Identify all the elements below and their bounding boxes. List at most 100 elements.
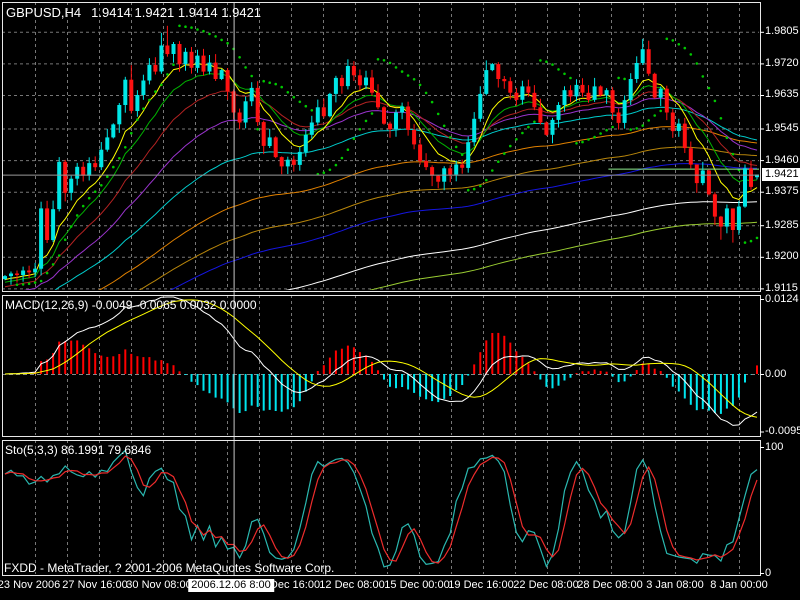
candle-down <box>694 164 699 184</box>
pane-border <box>2 295 761 437</box>
candle-up <box>755 174 759 178</box>
sar-dot <box>485 178 488 182</box>
sar-dot <box>250 74 253 78</box>
sar-dot <box>683 46 687 50</box>
candle-down <box>189 51 194 68</box>
sar-dot <box>178 24 181 28</box>
main-pane[interactable] <box>2 2 760 405</box>
sar-dot <box>430 100 434 104</box>
candle-up <box>628 79 633 101</box>
sar-dot <box>196 28 199 31</box>
price-axis-label: 1.9375 <box>765 185 799 198</box>
candle-up <box>183 51 188 65</box>
sar-dot <box>166 73 169 76</box>
stochastic-indicator-label: Sto(5,3,3) 86.1991 79.6846 <box>5 443 152 457</box>
candle-up <box>333 77 338 94</box>
x-axis-label: 22 Dec 08:00 <box>513 579 579 591</box>
candle-up <box>466 142 471 168</box>
candle-down <box>153 64 158 72</box>
sar-dot <box>202 29 205 33</box>
candle-down <box>424 160 429 168</box>
sar-dot <box>713 99 717 103</box>
candle-up <box>574 84 579 97</box>
candle-down <box>646 49 651 74</box>
sar-dot <box>641 124 644 127</box>
sar-dot <box>611 125 614 129</box>
price-axis-label: 1.9115 <box>765 281 798 294</box>
candle-down <box>418 144 423 161</box>
sar-dot <box>33 281 37 284</box>
moving-average-13 <box>4 73 758 283</box>
price-axis-label: 1.9285 <box>765 218 799 231</box>
candle-down <box>177 44 182 65</box>
candle-down <box>682 123 687 149</box>
sar-dot <box>647 119 650 122</box>
sar-dot <box>527 125 530 129</box>
sar-dot <box>569 76 572 80</box>
macd-pane[interactable] <box>2 295 760 436</box>
sar-dot <box>551 63 554 66</box>
candle-up <box>267 137 272 146</box>
candle-down <box>376 92 380 108</box>
candle-up <box>622 100 627 123</box>
candle-down <box>580 84 585 93</box>
sar-dot <box>370 112 374 115</box>
candle-down <box>225 70 230 92</box>
candle-up <box>159 45 164 72</box>
x-axis-label: Dec 16:00 <box>269 579 321 591</box>
candle-up <box>105 137 110 150</box>
candle-up <box>303 134 308 152</box>
sar-dot <box>695 62 699 65</box>
price-axis-label: 1.9200 <box>765 250 799 263</box>
sar-dot <box>190 26 193 29</box>
candle-down <box>598 86 603 96</box>
crosshair-date-label: 2006.12.06 8:00 <box>188 579 274 592</box>
candle-up <box>171 44 176 54</box>
sar-dot <box>93 190 97 193</box>
candle-down <box>351 66 356 76</box>
candle-up <box>676 123 681 131</box>
moving-average-144 <box>170 163 758 290</box>
candle-down <box>568 90 573 97</box>
candle-down <box>406 106 411 130</box>
sto-pane[interactable] <box>4 440 758 575</box>
sar-dot <box>749 239 753 243</box>
candle-up <box>75 166 80 179</box>
sar-dot <box>412 78 416 81</box>
sar-dot <box>521 131 524 135</box>
candle-up <box>111 124 116 138</box>
price-axis-label: 1.9720 <box>765 56 799 69</box>
x-axis-label: 3 Jan 08:00 <box>646 579 704 591</box>
candle-down <box>129 79 134 111</box>
sar-dot <box>707 86 711 90</box>
x-axis-label: 27 Nov 16:00 <box>62 579 128 591</box>
sar-dot <box>557 68 560 71</box>
candle-down <box>255 87 260 123</box>
candle-down <box>321 107 326 117</box>
candle-up <box>472 118 477 143</box>
candle-down <box>712 194 717 217</box>
candle-up <box>478 93 483 119</box>
sar-dot <box>725 136 729 140</box>
candle-down <box>544 122 549 135</box>
sar-dot <box>629 128 632 131</box>
sar-dot <box>472 187 476 191</box>
sar-dot <box>106 175 109 178</box>
candle-down <box>514 92 519 100</box>
candle-down <box>718 216 723 227</box>
candle-down <box>237 112 242 123</box>
sar-dot <box>743 241 747 244</box>
candle-up <box>51 209 56 241</box>
price-axis-label: 1.9460 <box>765 153 799 166</box>
sar-dot <box>286 91 290 94</box>
moving-average-34 <box>23 97 758 290</box>
sar-dot <box>503 152 506 155</box>
sar-dot <box>130 131 133 135</box>
sar-dot <box>280 85 284 89</box>
sar-dot <box>268 81 272 84</box>
candle-up <box>364 77 368 86</box>
sar-dot <box>719 117 723 120</box>
candle-down <box>213 62 218 79</box>
candle-down <box>670 112 675 132</box>
